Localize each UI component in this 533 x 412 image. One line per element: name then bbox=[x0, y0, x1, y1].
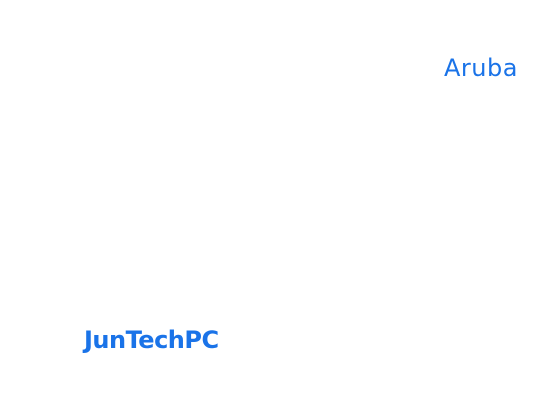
aruba-label: Aruba bbox=[444, 54, 518, 82]
juntechpc-label: JunTechPC bbox=[84, 326, 219, 354]
